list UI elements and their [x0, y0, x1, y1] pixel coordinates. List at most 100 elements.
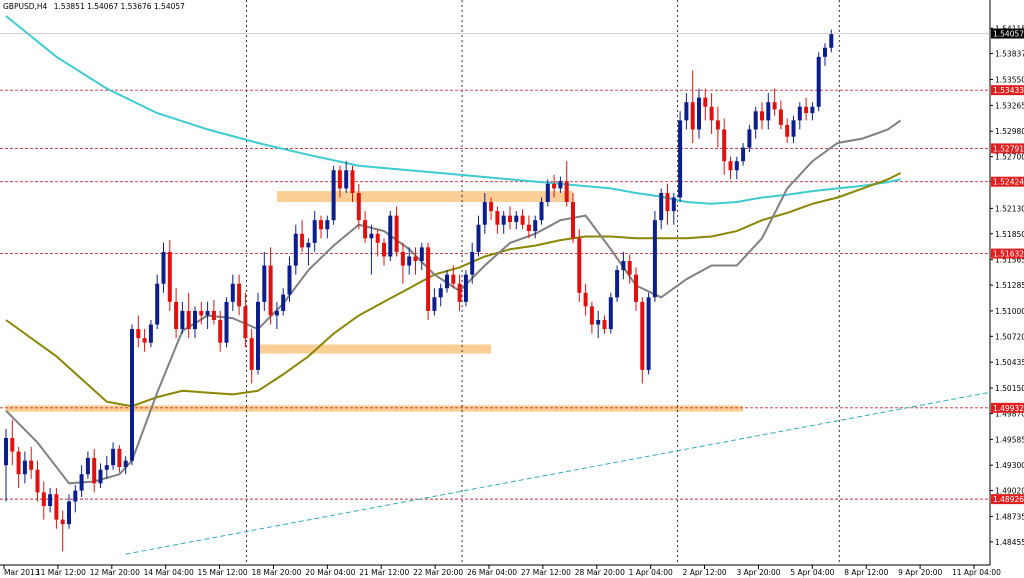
candle [224, 297, 229, 348]
candle [356, 183, 361, 230]
candle [482, 192, 487, 234]
candle-body [728, 161, 733, 171]
candle-body [810, 106, 815, 114]
candle-body [148, 324, 153, 343]
candle-body [785, 124, 790, 137]
candle [426, 242, 431, 320]
candle [463, 270, 468, 307]
candle-body [73, 490, 78, 502]
candle-body [508, 215, 512, 222]
candle-body [583, 292, 588, 307]
candle-body [640, 301, 645, 370]
candle-body [161, 251, 166, 284]
candle-body [438, 288, 443, 298]
candle-body [230, 283, 235, 302]
x-tick-label: 12 Mar 20:00 [90, 568, 140, 577]
candle [369, 224, 374, 275]
candle [816, 52, 821, 112]
candle [230, 274, 235, 311]
candle [829, 29, 834, 53]
candle-body [54, 494, 59, 520]
candle [382, 238, 386, 266]
candle-body [312, 220, 317, 243]
candle-body [249, 338, 254, 370]
candle [772, 88, 777, 116]
candle-body [621, 261, 626, 271]
candle [193, 306, 197, 339]
candle-body [413, 256, 418, 262]
candle-body [186, 310, 191, 330]
candle-body [388, 215, 393, 257]
candle [766, 93, 771, 130]
candle-body [319, 220, 323, 230]
candle [155, 274, 160, 330]
candle [16, 447, 21, 488]
y-tick-label: 1.49870 [995, 409, 1024, 418]
candle-body [205, 310, 210, 316]
candle [211, 300, 216, 325]
candle-body [331, 170, 336, 221]
candle [67, 494, 71, 529]
candle [709, 93, 714, 134]
candle-body [337, 170, 342, 189]
candle-body [262, 265, 267, 302]
candle-body [684, 102, 689, 121]
candle [476, 215, 481, 257]
candle [325, 215, 330, 239]
candle [186, 292, 191, 339]
candle-body [48, 494, 53, 507]
candle [741, 143, 746, 166]
candle [445, 270, 449, 293]
candle-body [104, 465, 109, 470]
level-label: 1.52424 [993, 178, 1024, 187]
x-tick-label: 22 Mar 20:00 [413, 568, 463, 577]
candle [111, 442, 116, 470]
candle-body [476, 224, 481, 252]
candle [413, 247, 418, 275]
candle [98, 463, 103, 488]
candle [615, 265, 620, 302]
candle [539, 197, 544, 225]
candle [659, 188, 664, 230]
zone-0 [276, 191, 573, 203]
candle [526, 215, 531, 239]
candle-body [10, 437, 15, 452]
candle [419, 242, 424, 271]
candle-body [344, 170, 349, 189]
candle [174, 288, 179, 339]
candle [470, 242, 475, 284]
candle-body [760, 111, 764, 121]
level-label: 1.48926 [993, 495, 1024, 504]
candle [312, 211, 317, 252]
y-tick-label: 1.49300 [995, 461, 1024, 470]
candle-body [646, 297, 651, 370]
candle-body [482, 202, 487, 225]
candle-body [16, 451, 21, 475]
moving-averages [5, 15, 902, 485]
candle-body [274, 310, 279, 316]
candle [533, 215, 538, 239]
candle [10, 419, 15, 466]
candle [558, 176, 563, 193]
candle-body [287, 265, 292, 295]
y-tick-label: 1.48735 [995, 512, 1024, 521]
y-tick-label: 1.53837 [995, 49, 1024, 58]
candle-body [823, 47, 827, 57]
candle [678, 111, 683, 203]
vertical-gridlines [246, 0, 1002, 565]
candle-body [703, 97, 708, 107]
candle [734, 156, 739, 180]
level-label: 1.49932 [993, 404, 1024, 413]
x-tick-label: 9 Apr 20:00 [898, 568, 942, 577]
candle-body [463, 274, 468, 302]
candle [167, 240, 172, 311]
candle-body [142, 338, 147, 343]
x-tick-label: 8 Apr 12:00 [844, 568, 888, 577]
symbol-timeframe: GBPUSD,H4 [3, 2, 48, 11]
y-tick-label: 1.51000 [995, 307, 1024, 316]
candle-body [627, 261, 632, 275]
candle-body [577, 238, 582, 293]
